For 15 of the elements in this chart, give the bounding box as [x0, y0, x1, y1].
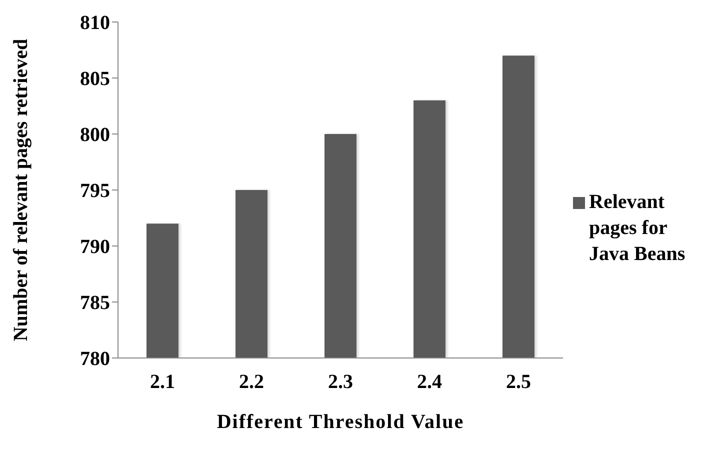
- y-tick-label: 795: [80, 180, 110, 202]
- x-axis-title: Different Threshold Value: [216, 411, 464, 433]
- y-tick-label: 800: [80, 124, 110, 146]
- x-tick-label: 2.2: [239, 371, 264, 394]
- legend-label: Relevant pages for Java Beans: [589, 190, 686, 267]
- x-tick-label: 2.4: [417, 371, 442, 394]
- x-tick-label: 2.5: [506, 371, 531, 394]
- y-tick-label: 805: [80, 68, 110, 90]
- y-axis-title: Number of relevant pages retrieved: [10, 38, 32, 342]
- y-tick-label: 780: [80, 348, 110, 370]
- x-tick-label: 2.1: [150, 371, 175, 394]
- y-tick-label: 790: [80, 236, 110, 258]
- y-tick-label: 810: [80, 12, 110, 34]
- x-tick-label: 2.3: [328, 371, 353, 394]
- y-tick-label: 785: [80, 292, 110, 314]
